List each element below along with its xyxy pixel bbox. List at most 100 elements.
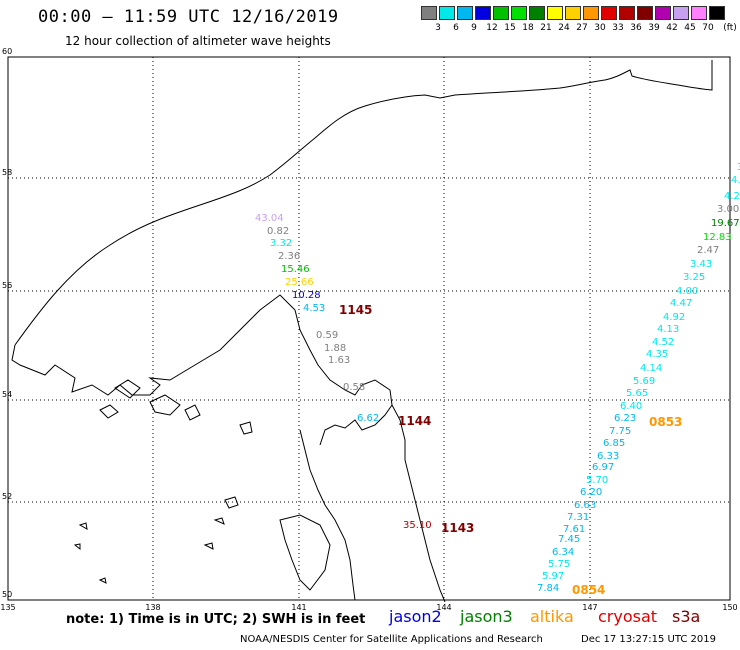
wave-height-label: 6.40 (620, 401, 642, 412)
scale-tick-label: 36 (630, 23, 642, 33)
wave-height-label: 6.23 (614, 413, 636, 424)
wave-height-label: 5.97 (542, 571, 564, 582)
wave-height-label: 43.04 (255, 213, 284, 224)
lat-lon-grid: 50 52 54 56 58 60 135 138 141 144 147 150 (0, 47, 737, 612)
wave-height-label: 4.53 (303, 303, 325, 314)
wave-height-label: 7.84 (537, 583, 559, 594)
pass-time-label: 0853 (649, 415, 682, 429)
wave-height-label: 6.34 (552, 547, 574, 558)
wave-height-label: 3.25 (683, 272, 705, 283)
pass-time-label: 1145 (339, 303, 372, 317)
scale-swatch (691, 6, 707, 20)
scale-tick-label: 12 (486, 23, 498, 33)
scale-tick-label: 42 (666, 23, 678, 33)
satellite-jason3: jason3 (460, 607, 513, 626)
map-title: 00:00 – 11:59 UTC 12/16/2019 (38, 7, 339, 27)
scale-swatch (457, 6, 473, 20)
lat-label: 60 (2, 47, 12, 56)
wave-height-label: 10.28 (292, 290, 321, 301)
wave-height-label: 6.63 (574, 500, 596, 511)
lat-label: 58 (2, 168, 12, 177)
scale-swatch (709, 6, 725, 20)
pass-time-label: 1144 (398, 414, 431, 428)
shantar-islands (99, 379, 253, 435)
satellite-cryosat: cryosat (598, 607, 658, 626)
scale-swatch (421, 6, 437, 20)
scale-swatch (619, 6, 635, 20)
southern-peninsula (391, 404, 446, 603)
west-coast-lower (11, 294, 296, 396)
lon-label: 144 (436, 603, 451, 612)
wave-height-label: 3.43 (690, 259, 712, 270)
scale-unit: (ft) (723, 23, 737, 33)
wave-height-label: 4.2 (724, 191, 740, 202)
map-subtitle: 12 hour collection of altimeter wave hei… (65, 34, 331, 48)
generated-timestamp: Dec 17 13:27:15 UTC 2019 (581, 634, 716, 645)
pass-time-labels: 1145 1144 1143 0853 0854 (339, 303, 682, 597)
wave-height-label: 5.69 (633, 376, 655, 387)
lat-label: 54 (2, 390, 12, 399)
scale-swatch (637, 6, 653, 20)
wave-height-label: 25.66 (285, 277, 314, 288)
lon-label: 147 (582, 603, 597, 612)
wave-height-label: 4.92 (663, 312, 685, 323)
wave-height-label: 5.75 (548, 559, 570, 570)
wave-height-label: 4.52 (652, 337, 674, 348)
lon-label: 135 (0, 603, 15, 612)
scale-swatch (583, 6, 599, 20)
wave-height-label: 1.63 (328, 355, 350, 366)
scale-swatch (601, 6, 617, 20)
scale-tick-label: 21 (540, 23, 552, 33)
wave-height-values: 43.04 0.823.32 2.36 15.46 25.66 10.28 4.53 0.59… (255, 162, 740, 594)
scale-tick-label: 24 (558, 23, 570, 33)
satellite-altika: altika (530, 607, 574, 626)
wave-height-label: 2.36 (278, 251, 300, 262)
bay-coast (294, 309, 393, 446)
scale-tick-label: 9 (471, 23, 477, 33)
wave-height-label: 3 (737, 162, 740, 173)
inner-coast (299, 429, 356, 601)
wave-height-label: 4.35 (646, 349, 668, 360)
wave-height-label: 7.45 (558, 534, 580, 545)
wave-height-label: 7.31 (567, 512, 589, 523)
scale-swatch (547, 6, 563, 20)
wave-height-label: 5.65 (626, 388, 648, 399)
lon-label: 150 (722, 603, 737, 612)
lat-label: 52 (2, 492, 12, 501)
wave-height-label: 19.67 (711, 218, 740, 229)
scale-tick-label: 18 (522, 23, 534, 33)
wave-height-label: 6.97 (592, 462, 614, 473)
small-islands (73, 496, 239, 584)
scale-tick-label: 45 (684, 23, 696, 33)
wave-height-label: 0.82 (267, 226, 289, 237)
scale-tick-label: 6 (453, 23, 459, 33)
wave-height-label: 4.47 (670, 298, 692, 309)
scale-swatch (511, 6, 527, 20)
satellite-s3a: s3a (672, 607, 701, 626)
units-note: note: 1) Time is in UTC; 2) SWH is in fe… (66, 612, 366, 627)
wave-height-label: 4.14 (640, 363, 662, 374)
wave-height-label: 4.00 (676, 286, 698, 297)
wave-height-label: 7.61 (563, 524, 585, 535)
scale-swatch (673, 6, 689, 20)
scale-tick-label: 39 (648, 23, 660, 33)
pass-time-label: 1143 (441, 521, 474, 535)
wave-height-label: 6.20 (580, 487, 602, 498)
wave-height-label: 4. (731, 175, 740, 186)
scale-swatch (565, 6, 581, 20)
wave-height-label: 3.00 (717, 204, 739, 215)
wave-height-label: 6.33 (597, 451, 619, 462)
credit-line: NOAA/NESDIS Center for Satellite Applica… (240, 634, 543, 645)
wave-height-label: 5.70 (586, 475, 608, 486)
wave-height-color-scale: 3 6 9 12 15 18 21 24 27 30 33 36 39 42 45 70 (ft) (421, 4, 737, 34)
wave-height-label: 35.10 (403, 520, 432, 531)
lat-label: 56 (2, 281, 12, 290)
lat-label: 50 (2, 590, 12, 599)
scale-tick-label: 3 (435, 23, 441, 33)
sakhalin-lake (279, 514, 331, 591)
wave-height-label: 6.62 (357, 413, 379, 424)
scale-swatch (493, 6, 509, 20)
scale-swatch (529, 6, 545, 20)
plot-frame (7, 56, 731, 601)
